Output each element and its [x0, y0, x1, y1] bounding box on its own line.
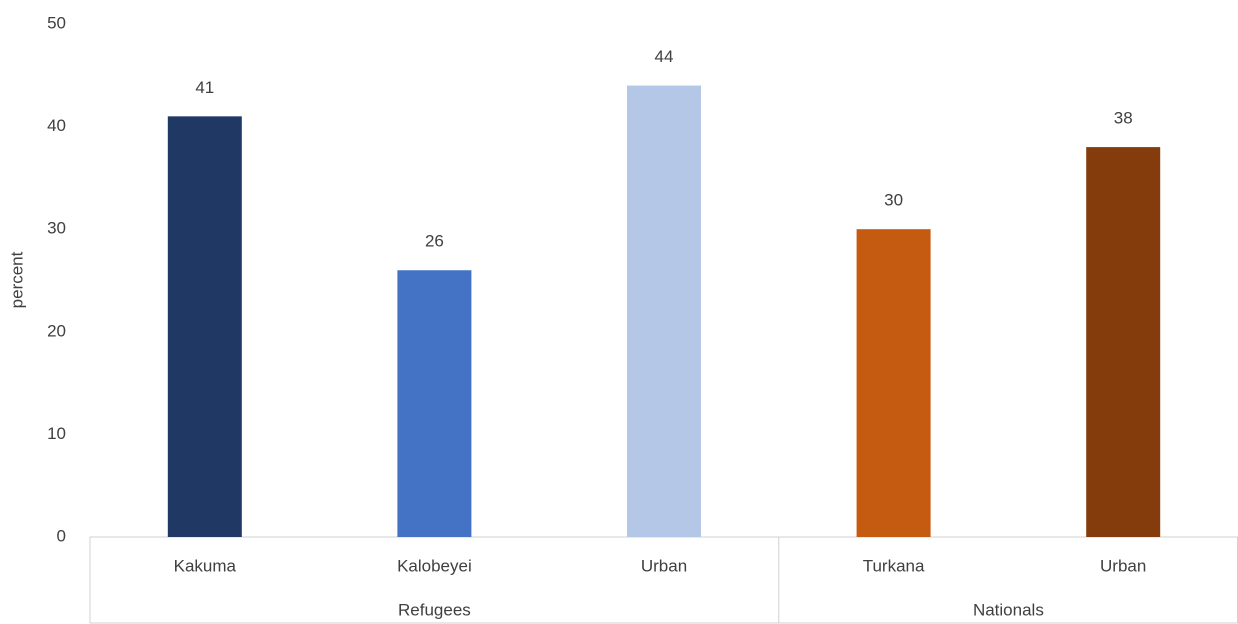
- data-label: 41: [195, 78, 214, 97]
- data-label: 26: [425, 232, 444, 251]
- bar: [627, 85, 701, 537]
- bar: [856, 229, 931, 537]
- x-tick-label: Kakuma: [174, 556, 237, 575]
- y-tick-label: 50: [47, 13, 66, 32]
- x-tick-label: Urban: [1100, 556, 1146, 575]
- bar: [397, 270, 472, 537]
- group-label: Nationals: [973, 600, 1044, 619]
- bar: [167, 116, 242, 537]
- data-label: 38: [1114, 109, 1133, 128]
- y-tick-label: 40: [47, 116, 66, 135]
- bar: [1086, 147, 1161, 537]
- y-tick-label: 30: [47, 219, 66, 238]
- data-label: 44: [655, 47, 674, 66]
- x-tick-label: Kalobeyei: [397, 556, 472, 575]
- x-tick-label: Turkana: [863, 556, 925, 575]
- y-tick-label: 20: [47, 321, 66, 340]
- x-tick-label: Urban: [641, 556, 687, 575]
- y-tick-label: 10: [47, 424, 66, 443]
- data-label: 30: [884, 191, 903, 210]
- y-tick-label: 0: [57, 526, 66, 545]
- group-label: Refugees: [398, 600, 471, 619]
- y-axis-label: percent: [7, 251, 26, 308]
